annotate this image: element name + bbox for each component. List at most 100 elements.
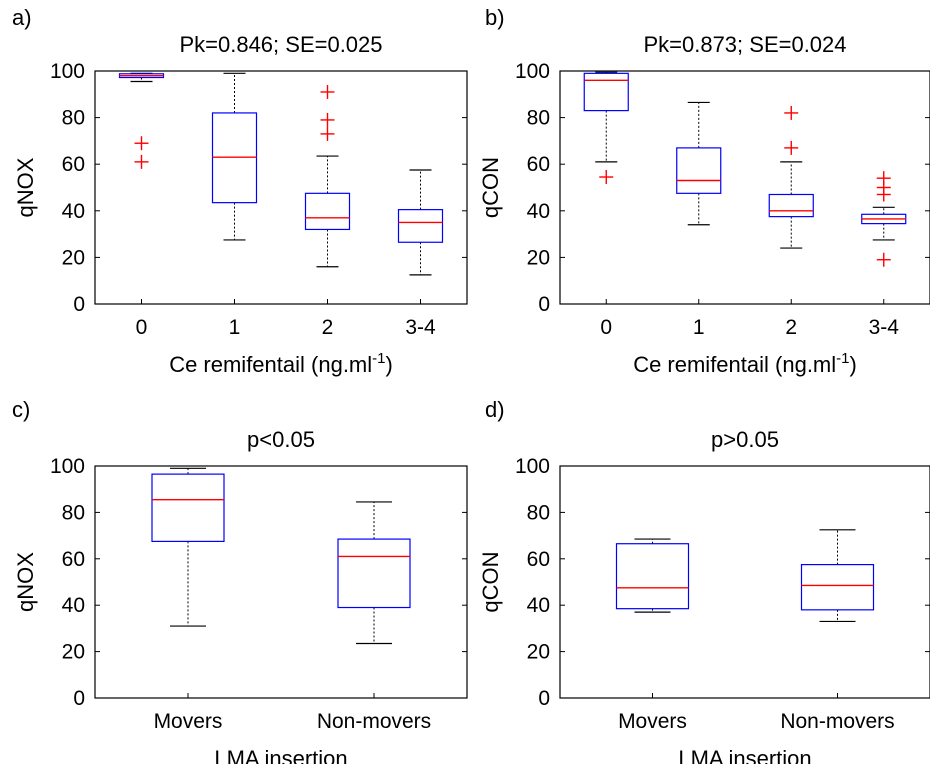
panel-b: b) Pk=0.873; SE=0.024 0 20 40 60 80 100 qCON 0 1 2 3…	[478, 5, 930, 377]
box-2	[768, 105, 814, 249]
y-tick-label: 100	[50, 455, 85, 478]
y-tick-label: 60	[527, 153, 550, 176]
box-2	[304, 84, 351, 268]
x-axis-label-suffix: )	[385, 352, 392, 377]
box-0	[118, 72, 165, 169]
x-tick-label: 0	[136, 316, 148, 339]
x-axis-label-superscript: -1	[372, 350, 385, 367]
panel-label: b)	[485, 5, 505, 30]
iqr-box	[676, 147, 722, 194]
y-tick-label: 20	[62, 641, 85, 664]
x-tick-label: 1	[693, 316, 705, 339]
chart-title: Pk=0.846; SE=0.025	[179, 32, 382, 57]
iqr-box	[583, 72, 629, 112]
y-tick-label: 40	[527, 594, 550, 617]
outlier-marker	[876, 252, 891, 267]
x-axis-label-suffix: )	[849, 352, 856, 377]
y-tick-label: 60	[62, 548, 85, 571]
y-tick-label: 60	[62, 153, 85, 176]
y-tick-label: 20	[62, 246, 85, 269]
x-tick-label: 3-4	[869, 316, 900, 339]
y-tick-label: 80	[527, 107, 550, 130]
y-tick-label: 80	[62, 107, 85, 130]
x-tick-label: 0	[600, 316, 612, 339]
y-tick-label: 100	[515, 455, 550, 478]
y-tick-label: 100	[50, 60, 85, 83]
y-axis-label: qNOX	[13, 157, 38, 217]
y-tick-label: 80	[527, 501, 550, 524]
y-tick-label: 20	[527, 641, 550, 664]
box-movers	[151, 467, 225, 627]
iqr-box	[304, 192, 351, 231]
chart-title: p<0.05	[247, 427, 315, 452]
outlier-marker	[134, 136, 149, 151]
box-0	[583, 71, 629, 185]
y-tick-label: 100	[515, 60, 550, 83]
plot-frame	[559, 70, 930, 305]
y-tick-label: 60	[527, 548, 550, 571]
y-tick-label: 40	[62, 200, 85, 223]
chart-title: p>0.05	[711, 427, 779, 452]
box-3-4	[861, 171, 907, 267]
x-tick-label: Non-movers	[317, 710, 431, 733]
panel-label: d)	[485, 397, 505, 422]
x-axis-label-superscript: -1	[836, 350, 849, 367]
y-axis-label: qNOX	[13, 552, 38, 612]
y-tick-label: 80	[62, 501, 85, 524]
x-axis-label: Ce remifentail (ng.ml-1)	[169, 350, 393, 377]
outlier-marker	[320, 112, 335, 127]
panel-a: a) Pk=0.846; SE=0.025 0 20 40 60 80 100 qNOX 0 1 2 3…	[12, 5, 468, 377]
iqr-box	[337, 538, 411, 609]
y-tick-label: 0	[538, 293, 550, 316]
plot-frame	[94, 465, 468, 699]
x-tick-label: 2	[322, 316, 334, 339]
box-non-movers	[337, 501, 411, 645]
box-1	[676, 101, 722, 226]
x-tick-label: 3-4	[405, 316, 436, 339]
y-tick-label: 0	[73, 687, 85, 710]
box-non-movers	[800, 529, 875, 623]
y-tick-label: 0	[538, 687, 550, 710]
x-axis-label: LMA insertion	[678, 746, 811, 764]
iqr-box	[800, 563, 875, 611]
y-tick-label: 40	[527, 200, 550, 223]
x-axis-label: LMA insertion	[214, 746, 347, 764]
x-axis-label-main: LMA insertion	[678, 746, 811, 764]
outlier-marker	[784, 105, 799, 120]
plot-frame	[559, 465, 930, 699]
panel-label: a)	[12, 5, 32, 30]
y-tick-label: 40	[62, 594, 85, 617]
chart-title: Pk=0.873; SE=0.024	[643, 32, 846, 57]
iqr-box	[397, 209, 444, 243]
box-3-4	[397, 169, 444, 276]
x-axis-label: Ce remifentail (ng.ml-1)	[633, 350, 857, 377]
outlier-marker	[320, 126, 335, 141]
outlier-marker	[134, 154, 149, 169]
x-tick-label: Movers	[154, 710, 223, 733]
x-axis-label-main: Ce remifentail (ng.ml	[633, 352, 836, 377]
iqr-box	[768, 193, 814, 218]
x-tick-label: 2	[785, 316, 797, 339]
box-movers	[615, 538, 690, 613]
outlier-marker	[320, 84, 335, 99]
x-tick-label: Movers	[618, 710, 687, 733]
y-tick-label: 20	[527, 246, 550, 269]
plot-frame	[94, 70, 468, 305]
y-axis-label: qCON	[478, 157, 503, 218]
y-tick-label: 0	[73, 293, 85, 316]
panel-label: c)	[12, 397, 30, 422]
panel-d: d) p>0.05 0 20 40 60 80 100 qCON Movers Non-movers…	[478, 397, 930, 769]
iqr-box	[615, 543, 690, 610]
x-tick-label: 1	[229, 316, 241, 339]
outlier-marker	[599, 170, 614, 185]
y-axis-label: qCON	[478, 551, 503, 612]
iqr-box	[151, 473, 225, 542]
box-1	[211, 72, 258, 241]
x-axis-label-main: Ce remifentail (ng.ml	[169, 352, 372, 377]
panel-c: c) p<0.05 0 20 40 60 80 100 qNOX Movers Non-movers…	[12, 397, 468, 769]
x-axis-label-main: LMA insertion	[214, 746, 347, 764]
outlier-marker	[876, 187, 891, 202]
x-tick-label: Non-movers	[780, 710, 894, 733]
